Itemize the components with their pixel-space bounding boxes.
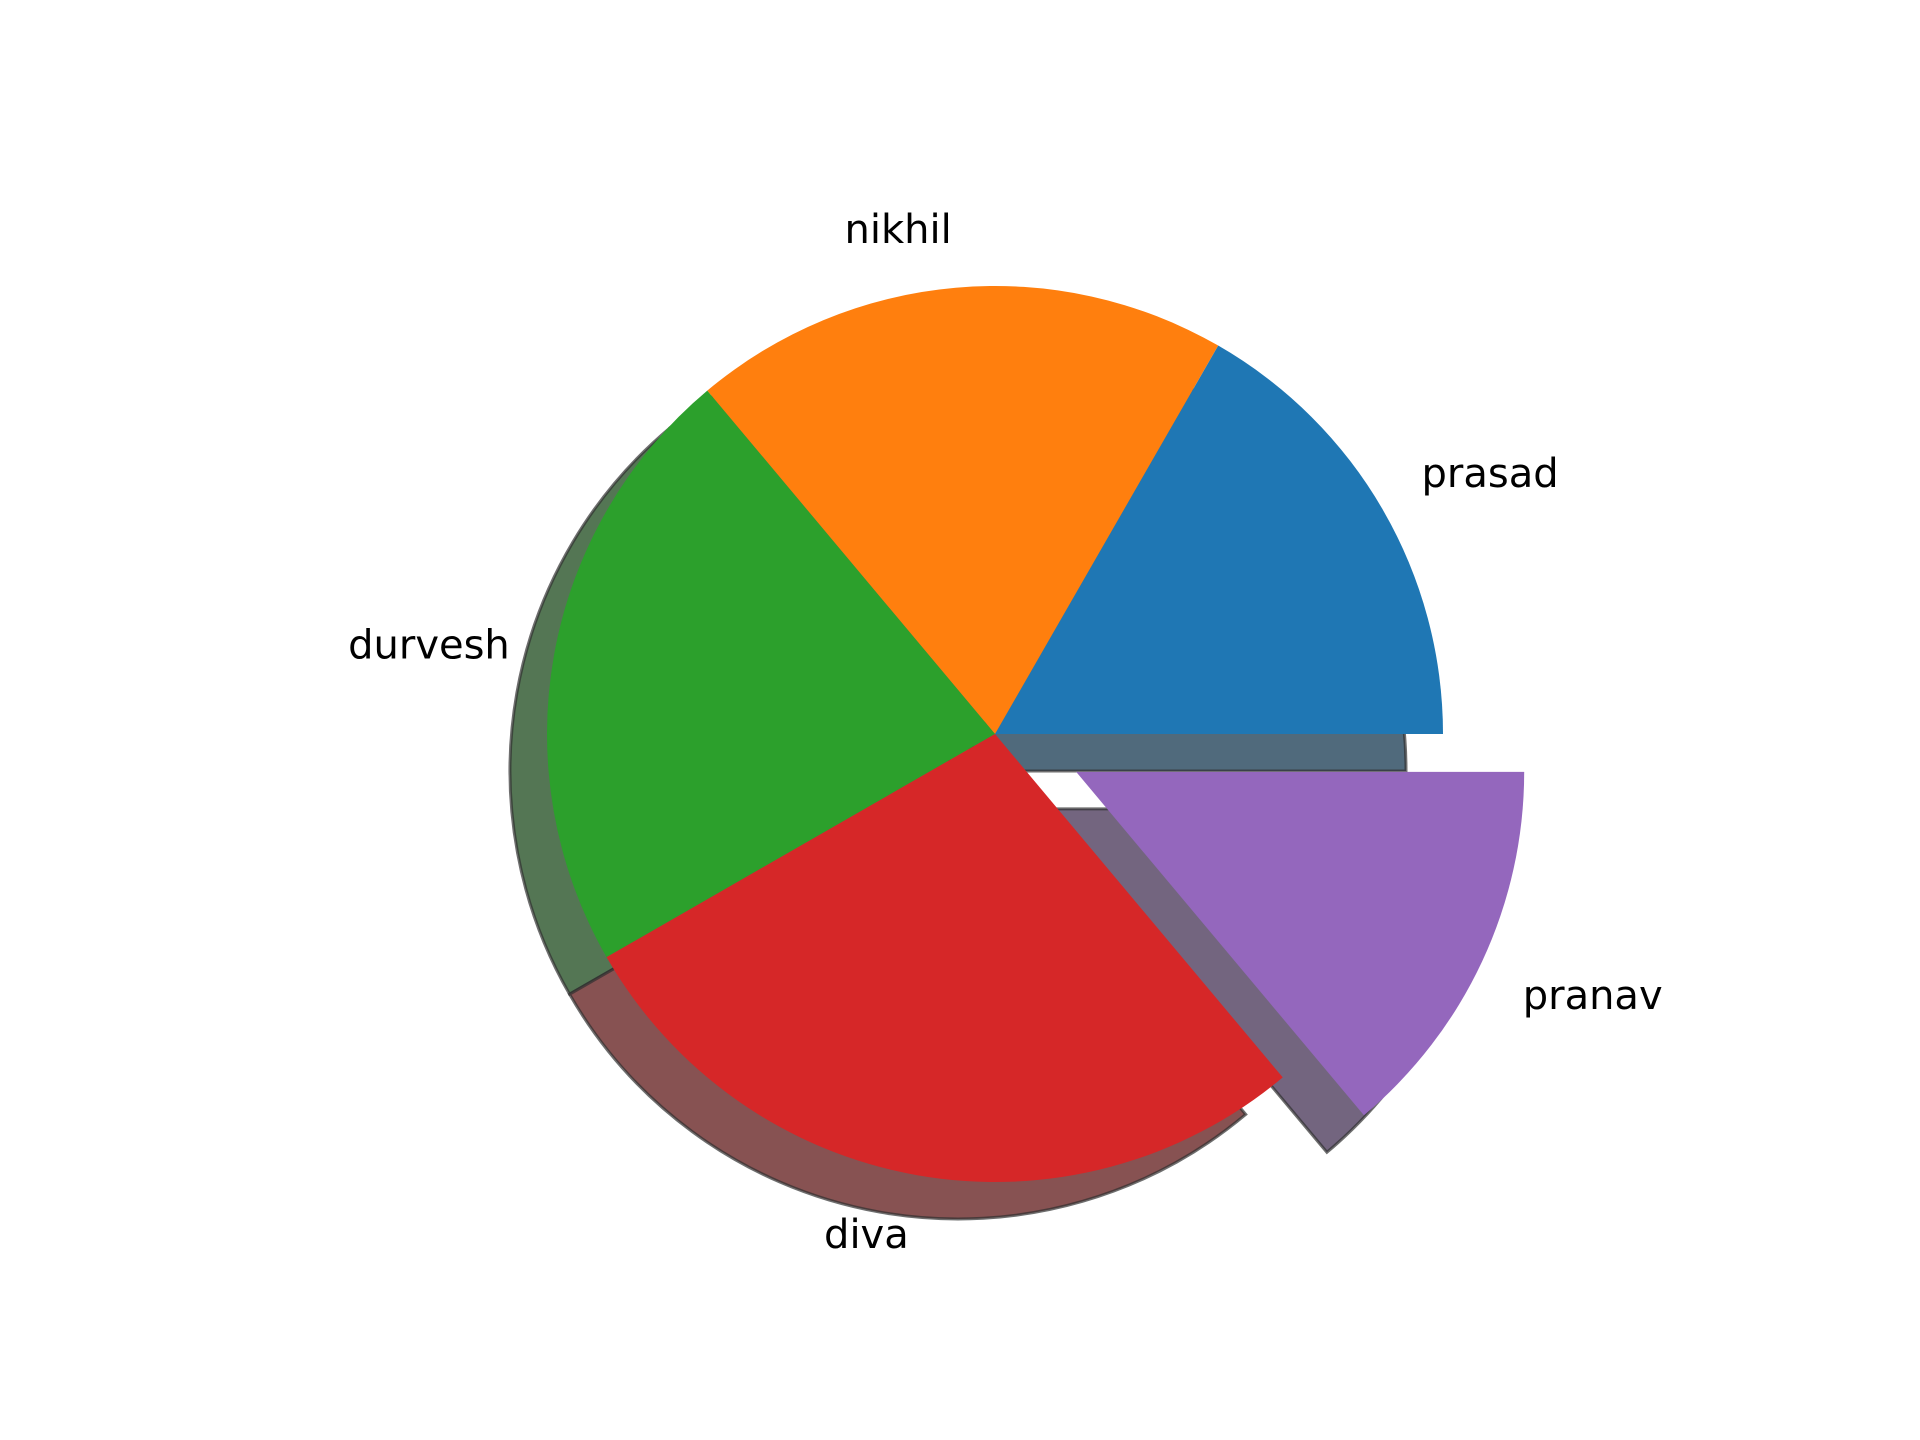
slice-diva bbox=[606, 734, 1283, 1182]
slice-prasad bbox=[995, 345, 1443, 734]
slice-label-durvesh: durvesh bbox=[348, 623, 510, 669]
slice-label-nikhil: nikhil bbox=[844, 207, 951, 253]
slice-nikhil bbox=[707, 286, 1219, 734]
slice-label-diva: diva bbox=[824, 1212, 909, 1258]
slice-label-prasad: prasad bbox=[1422, 451, 1559, 497]
slices bbox=[547, 286, 1525, 1182]
slice-label-pranav: pranav bbox=[1523, 973, 1663, 1019]
slice-durvesh bbox=[547, 390, 995, 958]
slice-pranav bbox=[1076, 771, 1525, 1116]
slice-labels: prasad nikhil durvesh diva pranav bbox=[348, 207, 1663, 1258]
